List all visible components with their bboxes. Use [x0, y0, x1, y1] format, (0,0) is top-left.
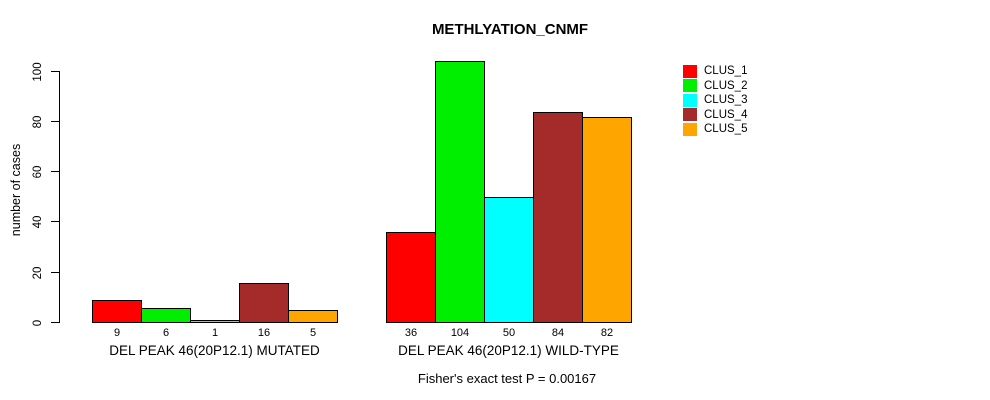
bar-clus_1-group2 [386, 232, 436, 323]
y-tick-label: 100 [32, 62, 44, 82]
y-axis-line [59, 71, 60, 323]
legend-label: CLUS_3 [704, 94, 748, 107]
y-tick-label: 0 [32, 319, 44, 327]
y-tick [51, 171, 60, 172]
legend-label: CLUS_4 [704, 108, 748, 121]
legend-item-clus_5: CLUS_5 [683, 122, 747, 137]
bar-clus_2-group2 [435, 61, 485, 323]
chart-title: METHLYATION_CNMF [431, 21, 589, 38]
legend: CLUS_1 CLUS_2 CLUS_3 CLUS_4 CLUS_5 [683, 64, 747, 137]
group-label: DEL PEAK 46(20P12.1) MUTATED [109, 343, 320, 358]
bar-value-label: 5 [309, 327, 317, 339]
bar-value-label: 6 [162, 327, 170, 339]
legend-swatch [683, 93, 697, 107]
legend-label: CLUS_5 [704, 123, 748, 136]
bar-value-label: 1 [211, 327, 219, 339]
bar-value-label: 36 [404, 327, 418, 339]
group-label: DEL PEAK 46(20P12.1) WILD-TYPE [398, 343, 619, 358]
legend-swatch [683, 108, 697, 122]
bar-clus_3-group2 [484, 197, 534, 323]
bar-clus_4-group2 [533, 112, 583, 323]
bar-value-label: 16 [257, 327, 271, 339]
bar-value-label: 50 [502, 327, 516, 339]
bar-value-label: 82 [600, 327, 614, 339]
y-axis-title: number of cases [9, 143, 23, 237]
bar-value-label: 84 [551, 327, 565, 339]
legend-swatch [683, 64, 697, 78]
bar-clus_5-group2 [582, 117, 632, 323]
legend-label: CLUS_2 [704, 79, 748, 92]
bar-clus_1-group1 [92, 300, 142, 323]
bar-clus_5-group1 [288, 310, 338, 323]
fisher-test-annotation: Fisher's exact test P = 0.00167 [417, 371, 597, 386]
legend-swatch [683, 79, 697, 93]
y-tick [51, 221, 60, 222]
y-tick-label: 80 [32, 115, 44, 129]
legend-label: CLUS_1 [704, 65, 748, 78]
bar-clus_2-group1 [141, 308, 191, 323]
legend-item-clus_2: CLUS_2 [683, 79, 747, 94]
bar-clus_3-group1 [190, 320, 240, 323]
y-tick-label: 40 [32, 215, 44, 229]
legend-item-clus_1: CLUS_1 [683, 64, 747, 79]
bar-value-label: 104 [450, 327, 470, 339]
y-tick [51, 272, 60, 273]
bar-clus_4-group1 [239, 283, 289, 323]
legend-item-clus_3: CLUS_3 [683, 93, 747, 108]
legend-swatch [683, 122, 697, 136]
bar-value-label: 9 [113, 327, 121, 339]
y-tick-label: 20 [32, 266, 44, 280]
legend-item-clus_4: CLUS_4 [683, 108, 747, 123]
y-tick [51, 71, 60, 72]
y-tick [51, 322, 60, 323]
y-tick-label: 60 [32, 165, 44, 179]
y-tick [51, 121, 60, 122]
